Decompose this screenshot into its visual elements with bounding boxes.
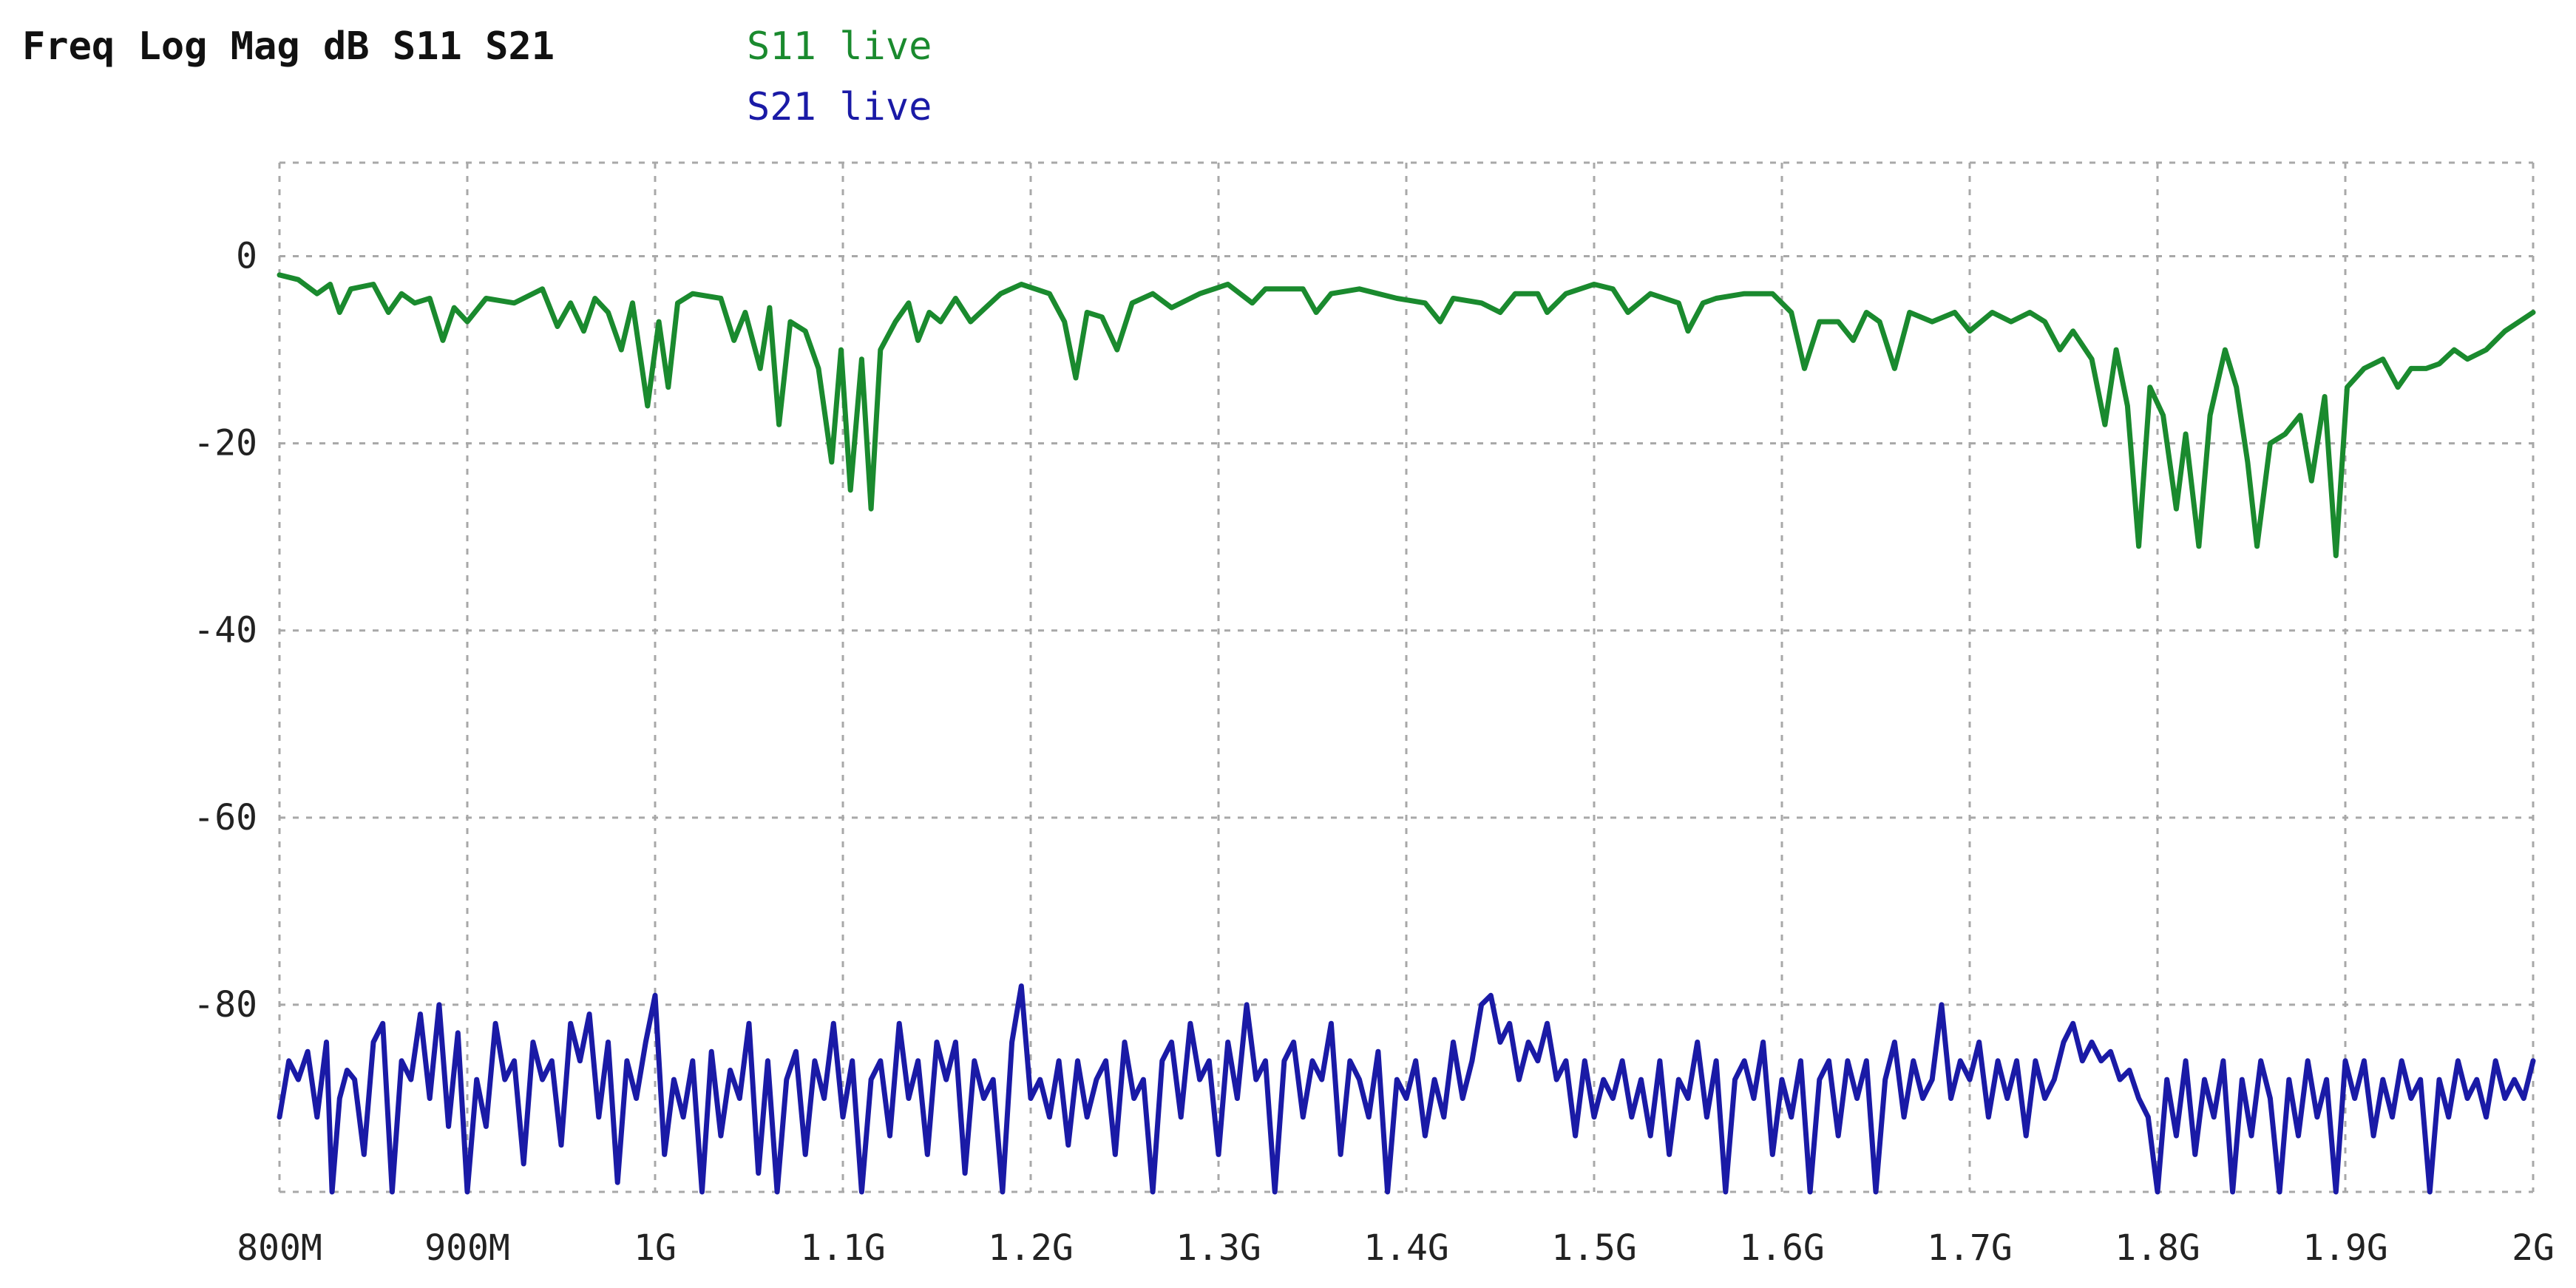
x-tick-label: 1.4G xyxy=(1363,1227,1449,1269)
legend-s21: S21 live xyxy=(747,85,932,129)
y-tick-label: 0 xyxy=(236,236,257,277)
series-line-s11 xyxy=(277,272,2536,558)
series-line-s21 xyxy=(277,983,2536,1195)
grid xyxy=(278,161,2535,1193)
x-tick-label: 1.5G xyxy=(1551,1227,1637,1269)
y-tick-label: -20 xyxy=(193,423,257,464)
x-tick-label: 1.8G xyxy=(2115,1227,2200,1269)
y-tick-label: -60 xyxy=(193,797,257,838)
x-tick-label: 1.1G xyxy=(800,1227,886,1269)
y-tick-label: -80 xyxy=(193,984,257,1026)
x-tick-label: 1.2G xyxy=(988,1227,1074,1269)
x-tick-label: 2G xyxy=(2512,1227,2555,1269)
x-tick-label: 1.7G xyxy=(1927,1227,2013,1269)
chart-title: Freq Log Mag dB S11 S21 xyxy=(22,24,555,69)
x-tick-label: 1.9G xyxy=(2302,1227,2388,1269)
x-axis-ticks: 800M 900M 1G 1.1G 1.2G 1.3G 1.4G 1.5G 1.6G 1.7G 1.… xyxy=(237,1227,2555,1269)
y-tick-label: -40 xyxy=(193,610,257,651)
x-tick-label: 800M xyxy=(237,1227,322,1269)
legend-s11: S11 live xyxy=(747,24,932,69)
y-axis-ticks: 0 -20 -40 -60 -80 xyxy=(193,236,257,1026)
x-tick-label: 1.3G xyxy=(1176,1227,1261,1269)
x-tick-label: 900M xyxy=(424,1227,510,1269)
x-tick-label: 1.6G xyxy=(1739,1227,1825,1269)
x-tick-label: 1G xyxy=(634,1227,677,1269)
series-lines xyxy=(277,272,2536,1195)
